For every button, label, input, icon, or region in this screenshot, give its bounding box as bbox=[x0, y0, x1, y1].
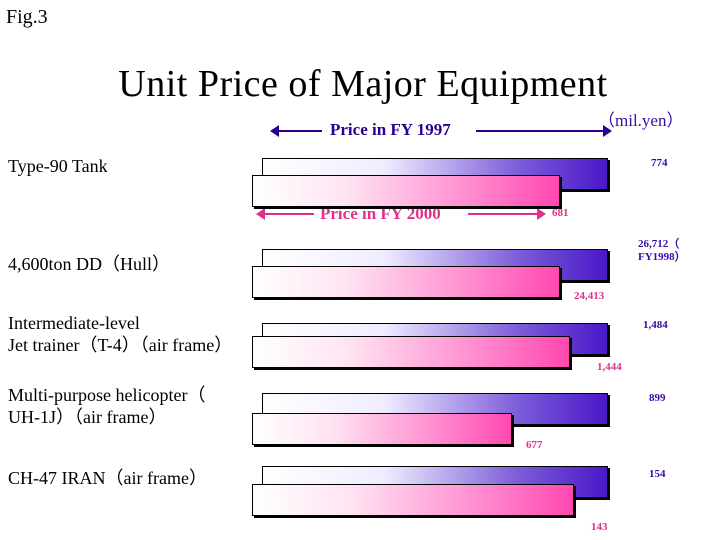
bar-fy2000 bbox=[252, 336, 570, 368]
legend-label-1997: Price in FY 1997 bbox=[330, 120, 451, 139]
legend-arrow-1997-right bbox=[476, 125, 612, 137]
category-label: 4,600ton DD（Hull） bbox=[8, 254, 170, 274]
legend-arrow-1997-left bbox=[270, 125, 322, 137]
value-label-fy1997: 154 bbox=[649, 468, 666, 480]
bar-fy2000 bbox=[252, 413, 512, 445]
legend-label-2000: Price in FY 2000 bbox=[320, 204, 441, 223]
value-label-fy2000: 24,413 bbox=[574, 290, 605, 302]
chart-title: Unit Price of Major Equipment bbox=[0, 62, 720, 106]
value-label-fy2000: 143 bbox=[591, 521, 608, 533]
value-label-fy2000: 681 bbox=[552, 207, 569, 219]
bar-fy2000 bbox=[252, 484, 574, 516]
value-label-fy1997: 899 bbox=[649, 392, 666, 404]
value-label-fy2000: 1,444 bbox=[597, 361, 622, 373]
category-label: Type-90 Tank bbox=[8, 156, 108, 176]
figure-label: Fig.3 bbox=[6, 6, 48, 28]
category-label: CH-47 IRAN（air frame） bbox=[8, 468, 207, 488]
bar-fy2000 bbox=[252, 175, 560, 207]
category-label: Multi-purpose helicopter（ UH-1J）（air fra… bbox=[8, 385, 206, 427]
legend-arrow-2000-right bbox=[468, 208, 546, 220]
value-label-fy2000: 677 bbox=[526, 439, 543, 451]
unit-label: （mil.yen） bbox=[598, 111, 684, 130]
category-label: Intermediate-level Jet trainer（T-4）（air … bbox=[8, 313, 233, 355]
value-label-fy1997: 774 bbox=[651, 157, 668, 169]
value-label-fy1997: 26,712（ FY1998） bbox=[638, 238, 686, 263]
bar-fy2000 bbox=[252, 266, 560, 298]
legend-arrow-2000-left bbox=[256, 208, 314, 220]
chart-title-text: Unit Price of Major Equipment bbox=[118, 63, 608, 105]
value-label-fy1997: 1,484 bbox=[643, 319, 668, 331]
